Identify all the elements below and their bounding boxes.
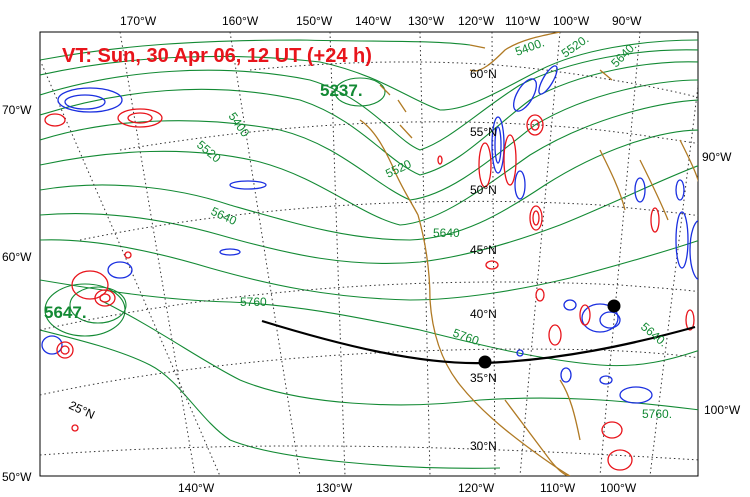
lon-label: 120°W [458, 14, 495, 28]
lat-label: 50°N [470, 183, 497, 197]
contour-label: 5760. [642, 407, 672, 421]
lon-label: 100°W [600, 481, 637, 495]
lon-label: 130°W [408, 14, 445, 28]
lat-label: 55°N [470, 125, 497, 139]
lon-label: 100°W [553, 14, 590, 28]
contour-label: 5640 [433, 226, 460, 240]
lon-label: 170°W [120, 14, 157, 28]
lat-label: 30°N [470, 439, 497, 453]
left-lon-label: 60°W [2, 250, 32, 264]
lon-label: 140°W [355, 14, 392, 28]
map-frame [39, 31, 699, 477]
right-lon-label: 100°W [704, 403, 741, 417]
lat-label: 45°N [470, 243, 497, 257]
bottom-longitude-labels: 140°W 130°W 120°W 110°W 100°W [178, 481, 637, 495]
right-lon-label: 90°W [702, 150, 732, 164]
latitude-lines [40, 61, 698, 461]
lon-label: 90°W [612, 14, 642, 28]
high-center-label: 5647. [44, 303, 87, 322]
left-lon-label: 70°W [2, 103, 32, 117]
top-longitude-labels: 170°W 160°W 150°W 140°W 130°W 120°W 110°… [120, 14, 642, 28]
valid-time-title: VT: Sun, 30 Apr 06, 12 UT (+24 h) [62, 45, 372, 67]
lon-label: 120°W [458, 481, 495, 495]
right-labels: 90°W 100°W [702, 150, 741, 417]
lon-label: 140°W [178, 481, 215, 495]
longitude-lines [40, 32, 698, 476]
cross-section-point-east [607, 299, 621, 313]
left-labels: 70°W 60°W 50°W [2, 103, 32, 484]
lon-label: 110°W [540, 481, 576, 495]
left-lon-label: 50°W [2, 470, 32, 484]
lon-label: 130°W [316, 481, 353, 495]
lon-label: 110°W [505, 14, 541, 28]
lon-label: 150°W [296, 14, 333, 28]
positive-vorticity-contours [44, 108, 695, 471]
low-center-label: 5237. [320, 81, 363, 100]
cross-section-point-west [478, 355, 492, 369]
lat-label: 35°N [470, 371, 497, 385]
lat-label: 60°N [470, 67, 497, 81]
contour-label: 5760 [240, 295, 267, 309]
coastline [359, 32, 698, 476]
lon-label: 160°W [222, 14, 259, 28]
negative-vorticity-contours [41, 65, 698, 404]
lat-label: 40°N [470, 307, 497, 321]
